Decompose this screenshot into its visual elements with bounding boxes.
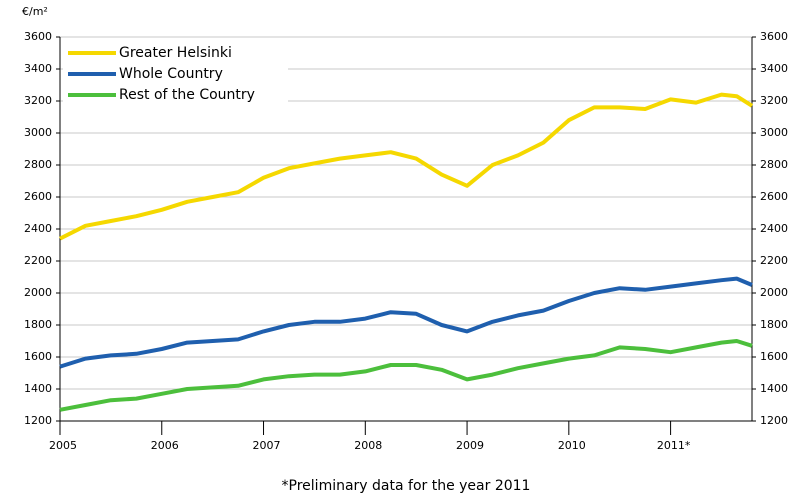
line — [59, 339, 753, 412]
line — [59, 276, 753, 369]
x-tick-label: 2011* — [657, 439, 691, 452]
y-tick-label: 3600 — [24, 30, 52, 43]
x-tick-label: 2006 — [151, 439, 179, 452]
y-tick-label: 2800 — [24, 158, 52, 171]
y2-tick-label: 1200 — [760, 414, 788, 427]
y-tick-label: 1600 — [24, 350, 52, 363]
y2-tick-label: 2200 — [760, 254, 788, 267]
y2-tick-label: 2000 — [760, 286, 788, 299]
legend-label: Rest of the Country — [119, 87, 255, 103]
y-tick-label: 3200 — [24, 94, 52, 107]
y-tick-label: 3400 — [24, 62, 52, 75]
x-tick-label: 2009 — [456, 439, 484, 452]
y-axis-label: €/m² — [22, 5, 48, 18]
legend-label: Greater Helsinki — [119, 45, 232, 61]
y-tick-label: 2000 — [24, 286, 52, 299]
y2-tick-label: 1600 — [760, 350, 788, 363]
y2-tick-label: 2400 — [760, 222, 788, 235]
y-tick-label: 2600 — [24, 190, 52, 203]
y2-tick-label: 3200 — [760, 94, 788, 107]
y2-tick-label: 3400 — [760, 62, 788, 75]
y2-tick-label: 2600 — [760, 190, 788, 203]
y-tick-label: 1200 — [24, 414, 52, 427]
y-tick-label: 1400 — [24, 382, 52, 395]
y-tick-label: 3000 — [24, 126, 52, 139]
x-tick-label: 2010 — [558, 439, 586, 452]
x-tick-label: 2008 — [354, 439, 382, 452]
y2-tick-label: 1400 — [760, 382, 788, 395]
y-tick-label: 1800 — [24, 318, 52, 331]
legend-label: Whole Country — [119, 66, 223, 82]
footnote: *Preliminary data for the year 2011 — [282, 478, 531, 494]
y2-tick-label: 3600 — [760, 30, 788, 43]
y-tick-label: 2200 — [24, 254, 52, 267]
y-tick-label: 2400 — [24, 222, 52, 235]
y2-tick-label: 3000 — [760, 126, 788, 139]
x-tick-label: 2005 — [49, 439, 77, 452]
line — [59, 92, 754, 241]
y2-tick-label: 2800 — [760, 158, 788, 171]
y2-tick-label: 1800 — [760, 318, 788, 331]
x-tick-label: 2007 — [253, 439, 281, 452]
